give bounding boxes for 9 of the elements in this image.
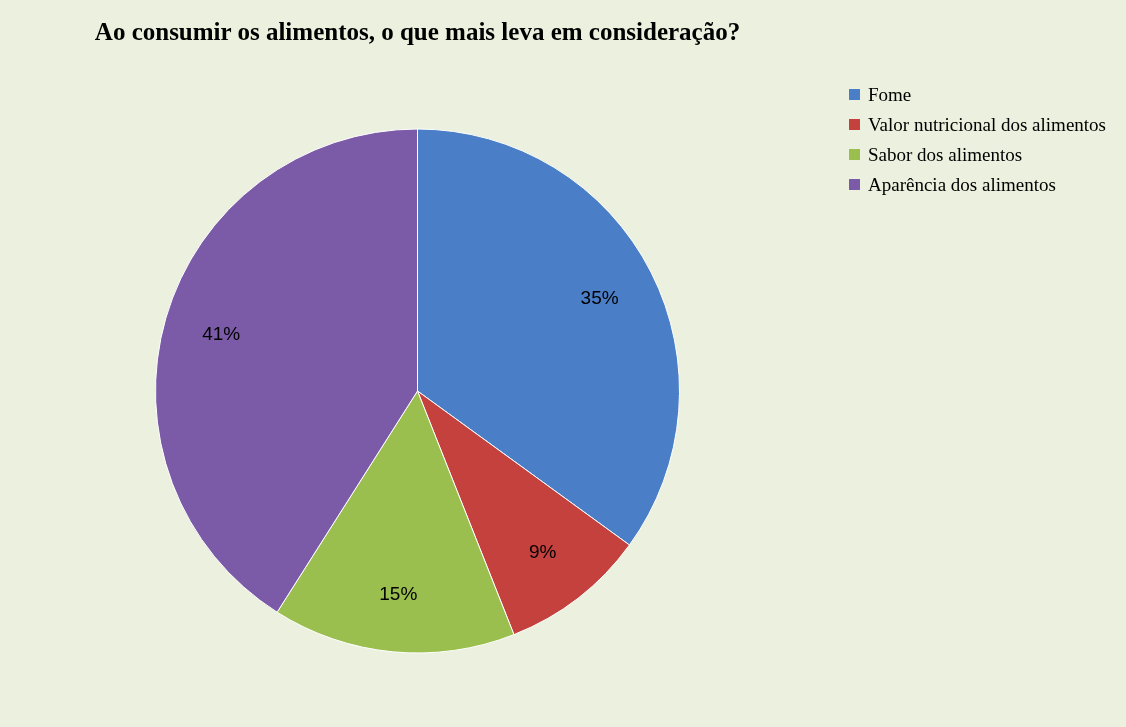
legend-label: Valor nutricional dos alimentos — [868, 113, 1106, 135]
data-label: 35% — [580, 287, 619, 309]
legend-label: Sabor dos alimentos — [868, 143, 1023, 165]
chart-title: Ao consumir os alimentos, o que mais leva em consideração? — [94, 18, 741, 45]
legend-label: Aparência dos alimentos — [868, 173, 1056, 195]
legend-label: Fome — [868, 83, 912, 105]
data-label: 15% — [379, 583, 418, 605]
data-label: 9% — [529, 541, 557, 563]
data-label: 41% — [202, 322, 241, 344]
